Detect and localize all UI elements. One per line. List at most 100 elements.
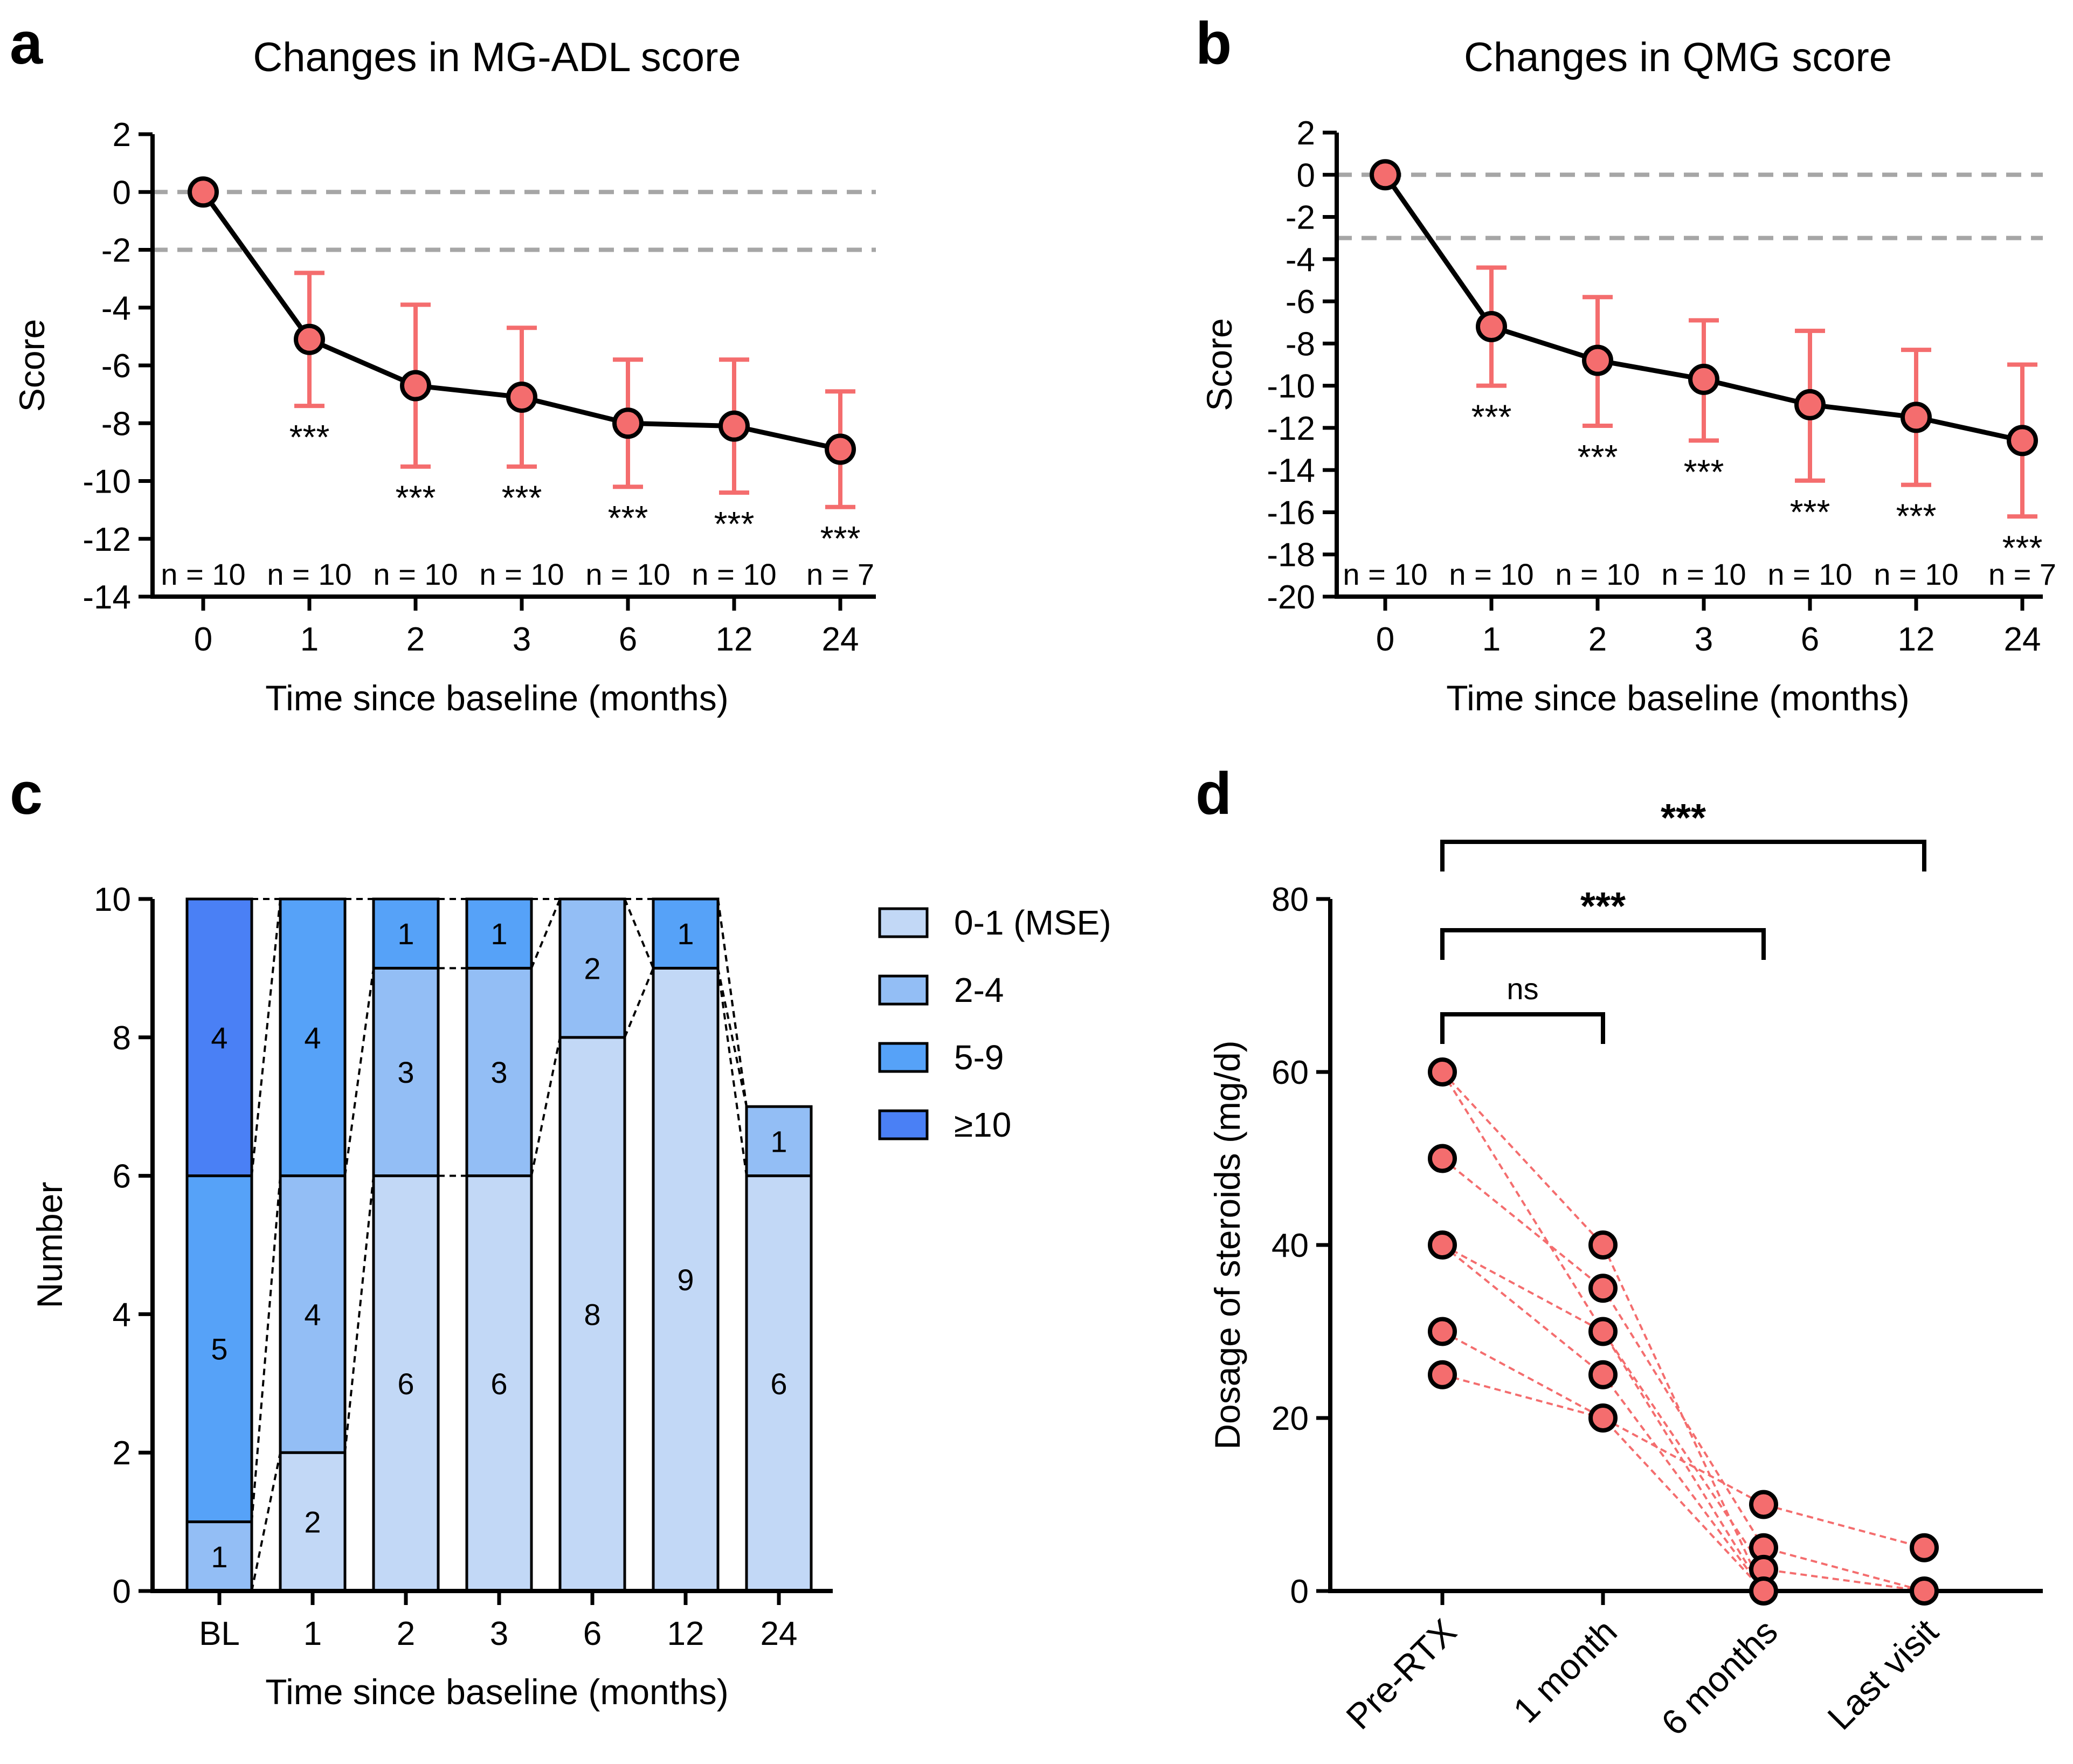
y-tick-label: -20 — [1267, 579, 1315, 616]
n-label: n = 10 — [1449, 557, 1533, 591]
bar-segment — [372, 897, 440, 970]
paired-line — [1442, 1373, 1924, 1592]
bar-segment-label: 1 — [211, 1540, 227, 1574]
data-point — [1688, 363, 1719, 395]
significance-bracket — [1440, 840, 1926, 871]
paired-line — [1442, 1244, 1925, 1592]
bar-segment — [372, 966, 440, 1178]
data-point — [825, 433, 856, 465]
y-tick-label: -4 — [101, 290, 131, 327]
bar-segment-label: 3 — [397, 1055, 414, 1089]
legend-swatch — [878, 974, 929, 1006]
x-tick-label: 0 — [1376, 621, 1394, 658]
y-tick-label: -6 — [1286, 283, 1315, 321]
panel-letter: a — [10, 10, 43, 77]
y-tick-label: 6 — [113, 1158, 131, 1195]
bar-segment-label: 6 — [770, 1367, 787, 1401]
x-tick-label: 2 — [1588, 621, 1607, 658]
y-tick-label: 60 — [1272, 1054, 1309, 1091]
connector-line — [530, 1037, 561, 1177]
y-tick-label: 0 — [1297, 157, 1315, 194]
bar-segment-label: 1 — [770, 1124, 787, 1158]
x-tick-label: 0 — [194, 621, 212, 658]
x-tick-label: 6 — [619, 621, 637, 658]
x-tick-label: 2 — [406, 621, 425, 658]
y-axis-label: Score — [1199, 318, 1239, 411]
n-label: n = 10 — [161, 557, 245, 591]
bar-segment — [279, 1174, 347, 1454]
y-tick-label: -2 — [1286, 199, 1315, 237]
bar-segment-label: 1 — [677, 917, 694, 951]
x-tick-label: 1 — [300, 621, 319, 658]
data-point — [1901, 402, 1932, 433]
y-tick-label: 0 — [1290, 1573, 1309, 1610]
bar-segment — [745, 1105, 813, 1178]
x-tick-label: 6 months — [1654, 1611, 1785, 1743]
significance-bracket — [1440, 1012, 1605, 1044]
paired-line — [1441, 1157, 1925, 1592]
significance-label: *** — [1790, 493, 1830, 531]
y-tick-label: -4 — [1286, 241, 1315, 279]
chart-title: Changes in QMG score — [1464, 34, 1892, 80]
x-tick-label: 6 — [583, 1615, 602, 1652]
connector-line — [251, 898, 281, 1176]
bar-segment-label: 5 — [211, 1332, 227, 1366]
y-tick-label: 20 — [1272, 1400, 1309, 1437]
connector-line — [344, 1175, 375, 1453]
y-tick-label: -10 — [82, 464, 131, 501]
panel-d: 0 20 40 60 80 Pre-RTX 1 month 6 months Last visi… — [1196, 760, 2043, 1743]
n-label: n = 10 — [479, 557, 564, 591]
bar-segment — [558, 897, 626, 1039]
bar-segment-label: 1 — [490, 917, 507, 951]
data-point — [718, 410, 750, 442]
bar-segment-label: 3 — [490, 1055, 507, 1089]
x-tick-label: 12 — [716, 621, 753, 658]
connector-line — [717, 898, 748, 1107]
legend-swatch — [878, 1109, 929, 1140]
legend-label: ≥10 — [954, 1105, 1011, 1144]
bar-segment-label: 9 — [677, 1263, 694, 1297]
x-tick-label: 6 — [1801, 621, 1819, 658]
connector-line — [251, 1175, 281, 1522]
bar-segment — [465, 966, 533, 1178]
significance-label: *** — [820, 519, 861, 558]
legend-label: 5-9 — [954, 1038, 1004, 1077]
bar-segment — [652, 897, 720, 970]
y-tick-label: -16 — [1267, 494, 1315, 531]
bar-segment-label: 2 — [304, 1505, 321, 1539]
legend-swatch — [878, 1042, 929, 1073]
n-label: n = 10 — [1343, 557, 1427, 591]
data-point — [506, 381, 537, 413]
bar-segment — [279, 1451, 347, 1593]
data-point — [1428, 1230, 1457, 1260]
panel-letter: c — [10, 760, 43, 827]
data-point — [1588, 1230, 1618, 1260]
connector-line — [624, 898, 654, 969]
bracket-label: *** — [1661, 797, 1706, 840]
x-tick-label: 3 — [1695, 621, 1713, 658]
bar-segment — [745, 1174, 813, 1593]
legend-label: 0-1 (MSE) — [954, 903, 1111, 942]
connector-line — [344, 968, 375, 1176]
y-tick-label: 40 — [1272, 1227, 1309, 1264]
significance-label: *** — [1578, 438, 1618, 476]
x-tick-label: 24 — [2004, 621, 2041, 658]
x-tick-label: 24 — [822, 621, 859, 658]
significance-label: *** — [714, 504, 755, 543]
bar-segment-label: 2 — [584, 951, 600, 985]
y-tick-label: 10 — [94, 881, 131, 918]
data-point — [1749, 1490, 1778, 1519]
bar-segment-label: 6 — [490, 1367, 507, 1401]
bracket-label: ns — [1507, 972, 1538, 1006]
x-tick-label: 3 — [513, 621, 531, 658]
connector-line — [717, 968, 748, 1176]
bar-segment — [185, 1174, 253, 1524]
bar-segment — [465, 897, 533, 970]
data-point — [1910, 1533, 1939, 1562]
bar-segment — [185, 897, 253, 1178]
bar-segment — [652, 966, 720, 1593]
bracket-label: *** — [1580, 885, 1626, 928]
connector-line — [251, 1452, 281, 1592]
